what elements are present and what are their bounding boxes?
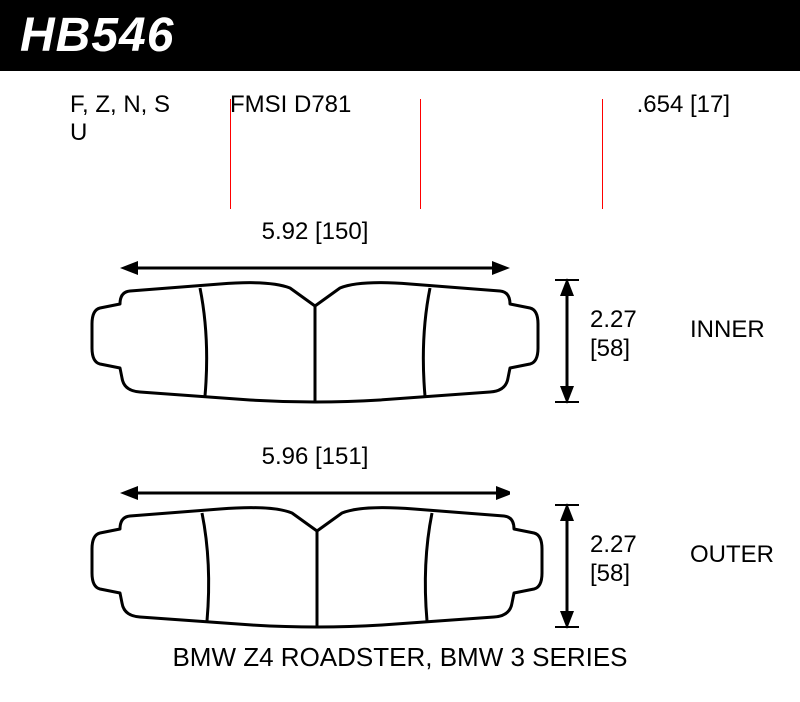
- fmsi-code: FMSI D781: [230, 91, 460, 147]
- inner-height-dimension: 2.27 [58]: [590, 306, 637, 364]
- inner-pad-drawing: [90, 276, 540, 416]
- outer-height-dimension: 2.27 [58]: [590, 531, 637, 589]
- inner-label: INNER: [690, 316, 765, 344]
- compound-codes: F, Z, N, S U: [70, 91, 230, 147]
- thickness: .654 [17]: [637, 91, 730, 147]
- height-value: 2.27: [590, 306, 637, 335]
- height-value: 2.27: [590, 531, 637, 560]
- height-arrow-icon: [555, 503, 579, 629]
- divider-line: [602, 99, 603, 209]
- outer-pad-drawing: [90, 501, 544, 641]
- height-mm: [58]: [590, 560, 637, 589]
- inner-width-dimension: 5.92 [150]: [130, 218, 500, 246]
- part-number: HB546: [20, 9, 174, 62]
- width-arrow-icon: [120, 258, 510, 278]
- fitment-text: BMW Z4 ROADSTER, BMW 3 SERIES: [0, 642, 800, 673]
- codes-line2: U: [70, 119, 230, 147]
- header-bar: HB546: [0, 0, 800, 71]
- diagram-content: F, Z, N, S U FMSI D781 .654 [17] 5.92 [1…: [0, 71, 800, 691]
- info-row: F, Z, N, S U FMSI D781 .654 [17]: [70, 91, 730, 147]
- outer-label: OUTER: [690, 541, 774, 569]
- divider-line: [420, 99, 421, 209]
- height-mm: [58]: [590, 335, 637, 364]
- outer-width-dimension: 5.96 [151]: [130, 443, 500, 471]
- height-arrow-icon: [555, 278, 579, 404]
- divider-line: [230, 99, 231, 209]
- codes-line1: F, Z, N, S: [70, 91, 230, 119]
- width-arrow-icon: [120, 483, 510, 503]
